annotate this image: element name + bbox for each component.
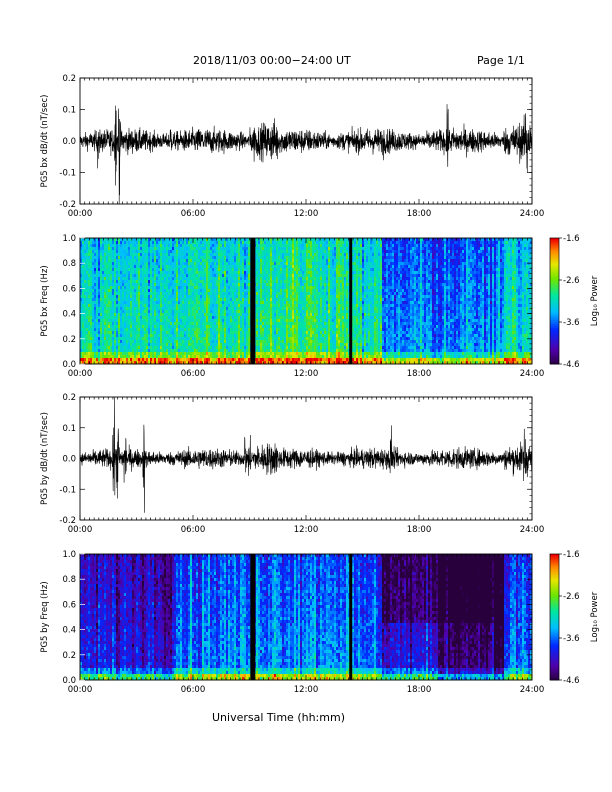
x-tick-label: 24:00 <box>520 525 545 535</box>
colorbar-frame <box>549 237 560 365</box>
y-tick-label: 0.8 <box>62 575 76 585</box>
x-tick-label: 18:00 <box>407 685 432 695</box>
x-axis-ticks-1: 00:00 06:00 12:00 18:00 24:00 <box>68 238 545 379</box>
y-tick-label: 0.4 <box>62 626 76 636</box>
y-tick-label: 0.6 <box>62 284 76 294</box>
x-tick-label: 06:00 <box>181 369 206 379</box>
y-axis-ticks-0: 0.2 0.1 0.0 -0.1 -0.2 <box>59 74 532 210</box>
y-tick-label: 0.0 <box>62 676 76 686</box>
x-tick-label: 00:00 <box>68 209 93 219</box>
y-tick-label: 0.2 <box>62 393 76 403</box>
page-number: Page 1/1 <box>477 54 525 67</box>
x-axis-label: Universal Time (hh:mm) <box>212 711 345 724</box>
y-tick-label: 0.1 <box>62 106 76 116</box>
y-tick-label: 1.0 <box>62 234 76 244</box>
x-axis-ticks-2: 00:00 06:00 12:00 18:00 24:00 <box>68 397 545 535</box>
y-tick-label: 0.8 <box>62 259 76 269</box>
y-tick-label: 0.4 <box>62 310 76 320</box>
colorbar-tick-label: -4.6 <box>563 676 580 686</box>
colorbar-tick-label: -2.6 <box>563 592 580 602</box>
data-gap-bar <box>349 238 353 364</box>
x-tick-label: 06:00 <box>181 209 206 219</box>
y-tick-label: 1.0 <box>62 550 76 560</box>
colorbar-1: -1.6 -2.6 -3.6 -4.6 Log₁₀ Power <box>549 234 600 370</box>
y-axis-ticks-2: 0.2 0.1 0.0 -0.1 -0.2 <box>59 393 532 526</box>
y-tick-label: 0.2 <box>62 335 76 345</box>
y-tick-label: 0.0 <box>62 360 76 370</box>
colorbar-tick-label: -3.6 <box>563 634 580 644</box>
x-axis-ticks-3: 00:00 06:00 12:00 18:00 24:00 <box>68 554 545 695</box>
data-gap-bar <box>349 554 353 680</box>
spectrogram-panel-1 <box>79 237 533 365</box>
y-tick-label: -0.1 <box>59 169 76 179</box>
x-tick-label: 18:00 <box>407 369 432 379</box>
y-axis-label: PG5 by Freq (Hz) <box>40 581 50 652</box>
y-tick-label: 0.0 <box>62 455 76 465</box>
colorbar-3: -1.6 -2.6 -3.6 -4.6 Log₁₀ Power <box>549 550 600 686</box>
x-tick-label: 06:00 <box>181 525 206 535</box>
x-tick-label: 00:00 <box>68 685 93 695</box>
x-axis-ticks-0: 00:00 06:00 12:00 18:00 24:00 <box>68 78 545 219</box>
y-tick-label: -0.2 <box>59 200 76 210</box>
data-gap-bar <box>250 238 256 364</box>
x-tick-label: 12:00 <box>294 525 319 535</box>
waveform-panel-0 <box>79 77 533 205</box>
x-tick-label: 00:00 <box>68 525 93 535</box>
y-tick-label: 0.2 <box>62 74 76 84</box>
y-tick-label: 0.1 <box>62 424 76 434</box>
x-tick-label: 12:00 <box>294 209 319 219</box>
y-tick-label: 0.6 <box>62 600 76 610</box>
x-tick-label: 24:00 <box>520 685 545 695</box>
waveform-trace <box>79 396 533 513</box>
y-axis-ticks-1: 1.0 0.8 0.6 0.4 0.2 0.0 <box>62 234 532 370</box>
data-gap-bar <box>250 554 256 680</box>
colorbar-tick-label: -1.6 <box>563 550 580 560</box>
colorbar-tick-label: -1.6 <box>563 234 580 244</box>
plot-title: 2018/11/03 00:00−24:00 UT <box>193 54 351 67</box>
x-tick-label: 24:00 <box>520 369 545 379</box>
x-tick-label: 12:00 <box>294 685 319 695</box>
y-tick-label: -0.1 <box>59 485 76 495</box>
colorbar-tick-label: -3.6 <box>563 318 580 328</box>
y-tick-label: -0.2 <box>59 516 76 526</box>
colorbar-frame <box>549 553 560 681</box>
x-tick-label: 12:00 <box>294 369 319 379</box>
colorbar-label: Log₁₀ Power <box>590 275 600 326</box>
y-tick-label: 0.0 <box>62 137 76 147</box>
colorbar-label: Log₁₀ Power <box>590 591 600 642</box>
y-tick-label: 0.2 <box>62 651 76 661</box>
spectrogram-panel-3 <box>79 553 533 681</box>
x-tick-label: 00:00 <box>68 369 93 379</box>
x-tick-label: 24:00 <box>520 209 545 219</box>
x-tick-label: 18:00 <box>407 209 432 219</box>
colorbar-tick-label: -4.6 <box>563 360 580 370</box>
colorbar-tick-label: -2.6 <box>563 276 580 286</box>
y-axis-label: PG5 by dB/dt (nT/sec) <box>40 412 50 505</box>
y-axis-label: PG5 bx dB/dt (nT/sec) <box>40 95 50 188</box>
waveform-trace <box>79 104 533 205</box>
y-axis-label: PG5 bx Freq (Hz) <box>40 265 50 336</box>
x-tick-label: 06:00 <box>181 685 206 695</box>
x-tick-label: 18:00 <box>407 525 432 535</box>
waveform-panel-2 <box>79 396 533 521</box>
y-axis-ticks-3: 1.0 0.8 0.6 0.4 0.2 0.0 <box>62 550 532 686</box>
